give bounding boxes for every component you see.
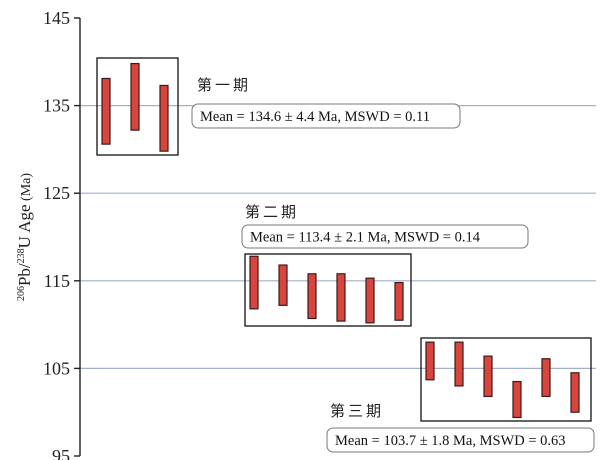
y-axis-title: 206Pb/238U Age (Ma) xyxy=(15,173,34,301)
age-error-bar xyxy=(394,281,404,321)
age-error-bar xyxy=(512,380,522,419)
y-axis-title-sup1: 206 xyxy=(16,286,27,301)
age-error-bar xyxy=(130,62,140,131)
age-error-bar xyxy=(570,372,580,413)
y-tick-label: 95 xyxy=(52,446,70,460)
phase-group-2: 第二期 Mean = 113.4 ± 2.1 Ma, MSWD = 0.14 xyxy=(241,203,529,327)
group-outline-box xyxy=(420,337,592,422)
age-error-bar xyxy=(454,341,464,387)
age-error-bar xyxy=(483,355,493,398)
phase-group-3: 第三期 Mean = 103.7 ± 1.8 Ma, MSWD = 0.63 xyxy=(326,337,595,453)
age-error-bar xyxy=(365,277,375,324)
y-tick-label: 125 xyxy=(43,183,70,203)
y-tick-label: 115 xyxy=(44,271,70,291)
group-outline-box xyxy=(244,253,412,327)
mean-annotation-text: Mean = 103.7 ± 1.8 Ma, MSWD = 0.63 xyxy=(335,433,566,449)
age-error-bar xyxy=(249,255,259,310)
mean-annotation-box xyxy=(191,103,461,129)
phase-group-1: 第一期 Mean = 134.6 ± 4.4 Ma, MSWD = 0.11 xyxy=(96,57,461,156)
age-error-bar xyxy=(336,273,346,322)
y-axis-title-sup2: 238 xyxy=(16,248,27,263)
y-axis-ticks: 95 105 115 125 135 145 xyxy=(43,8,80,460)
mean-annotation-text: Mean = 113.4 ± 2.1 Ma, MSWD = 0.14 xyxy=(250,230,481,246)
y-tick-label: 135 xyxy=(43,96,70,116)
age-error-bar xyxy=(425,341,435,381)
age-error-bar xyxy=(278,264,288,306)
phase-label: 第三期 xyxy=(330,402,384,420)
age-error-bar xyxy=(541,358,551,398)
y-axis-title-part1: Pb/ xyxy=(15,263,34,286)
group-outline-box xyxy=(96,57,179,156)
age-error-bar xyxy=(159,84,169,152)
phase-groups: 第一期 Mean = 134.6 ± 4.4 Ma, MSWD = 0.11 第二期… xyxy=(96,57,595,453)
phase-label: 第一期 xyxy=(197,76,251,94)
y-tick-label: 105 xyxy=(43,358,70,378)
age-error-bar xyxy=(101,77,111,145)
y-axis-title-unit: (Ma) xyxy=(19,173,34,205)
y-axis-title-part2: U Age xyxy=(15,204,34,248)
mean-annotation-text: Mean = 134.6 ± 4.4 Ma, MSWD = 0.11 xyxy=(200,109,430,125)
y-tick-label: 145 xyxy=(43,8,70,28)
phase-label: 第二期 xyxy=(245,203,299,221)
mean-annotation-box xyxy=(241,224,529,249)
mean-annotation-box xyxy=(326,427,595,453)
age-error-bar xyxy=(307,273,317,320)
